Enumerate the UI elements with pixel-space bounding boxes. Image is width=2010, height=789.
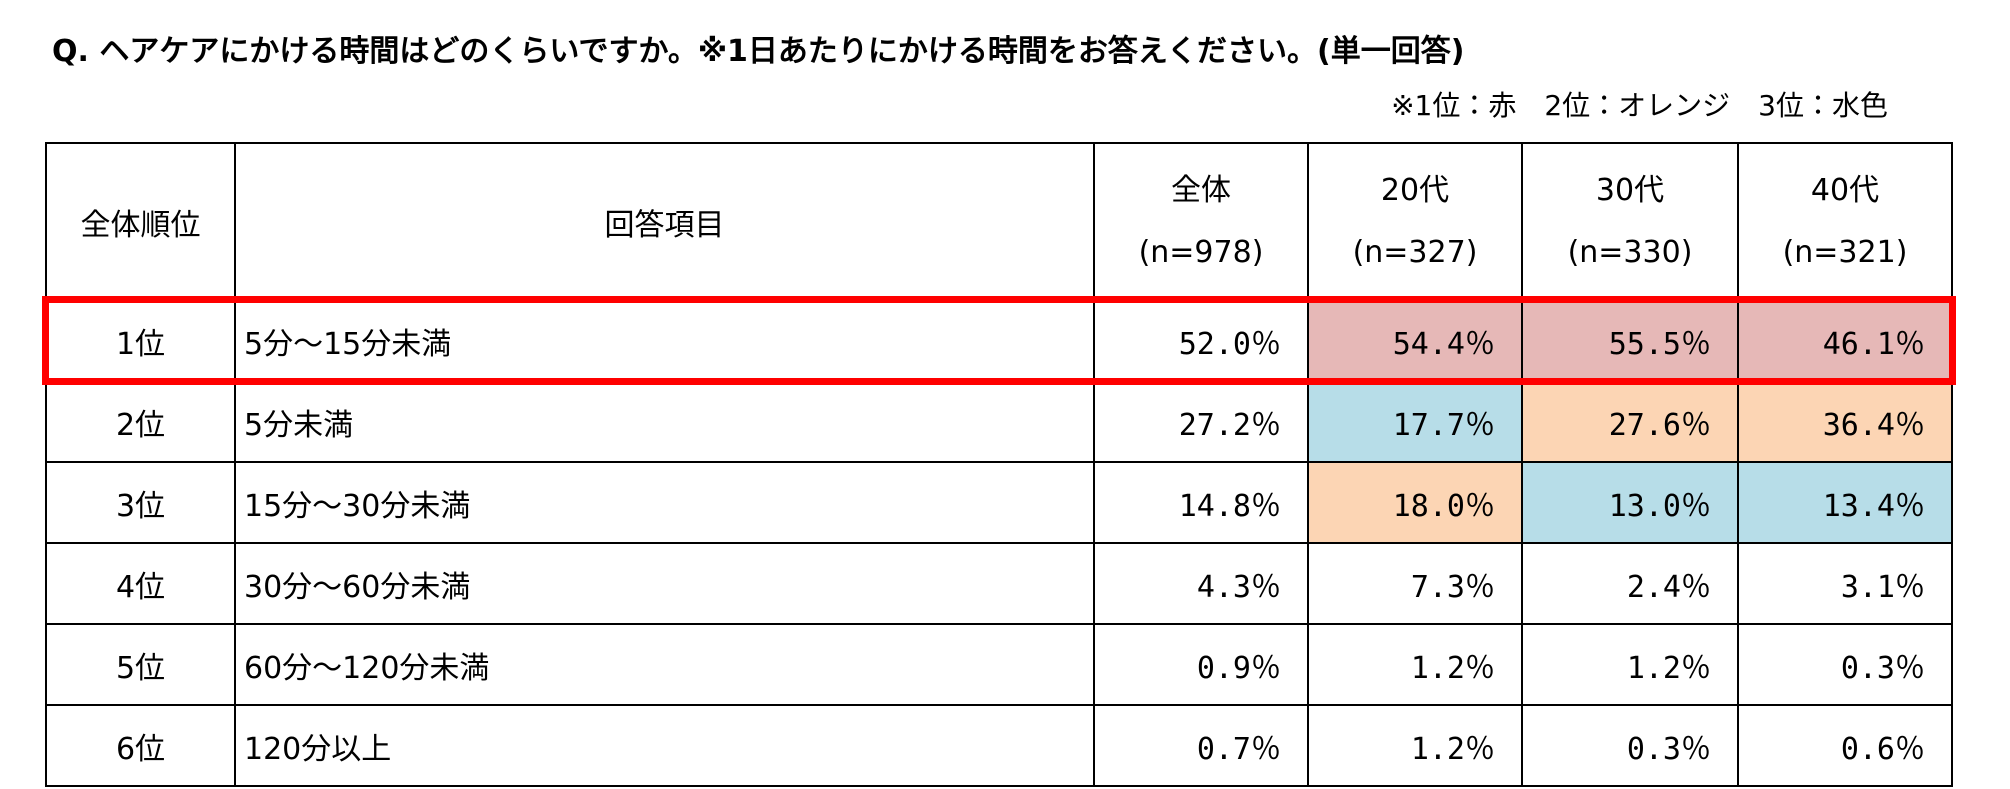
- value-cell: 55.5％: [1521, 299, 1739, 382]
- item-cell: 60分～120分未満: [234, 623, 1095, 706]
- item-cell: 5分未満: [234, 380, 1095, 463]
- value-cell: 0.9％: [1093, 623, 1309, 706]
- header-n: (n=330): [1567, 234, 1693, 270]
- header-cell: 回答項目: [234, 142, 1095, 301]
- value-cell: 46.1％: [1737, 299, 1953, 382]
- data-row: 2位 5分未満 27.2％ 17.7％ 27.6％ 36.4％: [45, 380, 1953, 463]
- value-cell: 1.2％: [1307, 704, 1523, 787]
- data-row: 5位 60分～120分未満 0.9％ 1.2％ 1.2％ 0.3％: [45, 623, 1953, 706]
- value-cell: 3.1％: [1737, 542, 1953, 625]
- value-cell: 27.2％: [1093, 380, 1309, 463]
- value-cell: 54.4％: [1307, 299, 1523, 382]
- value-cell: 13.0％: [1521, 461, 1739, 544]
- header-row: 全体順位 回答項目 全体 (n=978) 20代 (n=327) 30代 (n=330) 40代…: [45, 142, 1953, 301]
- value-cell: 7.3％: [1307, 542, 1523, 625]
- value-cell: 2.4％: [1521, 542, 1739, 625]
- item-cell: 120分以上: [234, 704, 1095, 787]
- value-cell: 18.0％: [1307, 461, 1523, 544]
- header-label: 20代: [1380, 172, 1450, 208]
- rank-cell: 2位: [45, 380, 236, 463]
- value-cell: 4.3％: [1093, 542, 1309, 625]
- data-row: 4位 30分～60分未満 4.3％ 7.3％ 2.4％ 3.1％: [45, 542, 1953, 625]
- rank-cell: 6位: [45, 704, 236, 787]
- rank-cell: 1位: [45, 299, 236, 382]
- item-cell: 5分～15分未満: [234, 299, 1095, 382]
- value-cell: 27.6％: [1521, 380, 1739, 463]
- header-cell: 20代 (n=327): [1307, 142, 1523, 301]
- data-row: 3位 15分～30分未満 14.8％ 18.0％ 13.0％ 13.4％: [45, 461, 1953, 544]
- value-cell: 17.7％: [1307, 380, 1523, 463]
- rank-cell: 5位: [45, 623, 236, 706]
- value-cell: 14.8％: [1093, 461, 1309, 544]
- value-cell: 13.4％: [1737, 461, 1953, 544]
- data-row: 1位 5分～15分未満 52.0％ 54.4％ 55.5％ 46.1％: [45, 299, 1953, 382]
- header-label: 40代: [1810, 172, 1880, 208]
- rank-cell: 3位: [45, 461, 236, 544]
- header-label: 全体: [1171, 172, 1231, 208]
- header-cell: 30代 (n=330): [1521, 142, 1739, 301]
- color-note: ※1位：赤 2位：オレンジ 3位：水色: [1391, 89, 1888, 122]
- header-n: (n=978): [1138, 234, 1264, 270]
- item-cell: 15分～30分未満: [234, 461, 1095, 544]
- value-cell: 0.3％: [1737, 623, 1953, 706]
- data-table: 全体順位 回答項目 全体 (n=978) 20代 (n=327) 30代 (n=330) 40代…: [45, 142, 1953, 787]
- header-label: 30代: [1595, 172, 1665, 208]
- value-cell: 36.4％: [1737, 380, 1953, 463]
- value-cell: 1.2％: [1307, 623, 1523, 706]
- header-n: (n=327): [1352, 234, 1478, 270]
- item-cell: 30分～60分未満: [234, 542, 1095, 625]
- value-cell: 0.6％: [1737, 704, 1953, 787]
- rank-cell: 4位: [45, 542, 236, 625]
- value-cell: 0.7％: [1093, 704, 1309, 787]
- header-cell: 全体 (n=978): [1093, 142, 1309, 301]
- value-cell: 52.0％: [1093, 299, 1309, 382]
- value-cell: 0.3％: [1521, 704, 1739, 787]
- data-row: 6位 120分以上 0.7％ 1.2％ 0.3％ 0.6％: [45, 704, 1953, 787]
- value-cell: 1.2％: [1521, 623, 1739, 706]
- title: Q. ヘアケアにかける時間はどのくらいですか。※1日あたりにかける時間をお答えく…: [52, 34, 1465, 69]
- header-cell: 40代 (n=321): [1737, 142, 1953, 301]
- header-n: (n=321): [1782, 234, 1908, 270]
- header-cell: 全体順位: [45, 142, 236, 301]
